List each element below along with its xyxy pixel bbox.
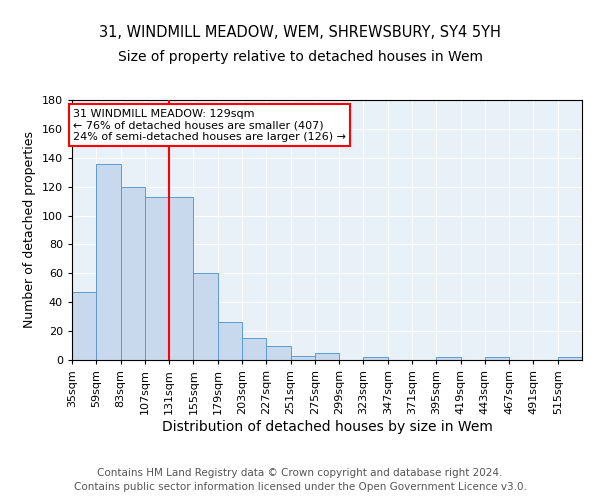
Bar xyxy=(96,164,121,360)
Y-axis label: Number of detached properties: Number of detached properties xyxy=(23,132,36,328)
Bar xyxy=(266,346,290,360)
Text: 31, WINDMILL MEADOW, WEM, SHREWSBURY, SY4 5YH: 31, WINDMILL MEADOW, WEM, SHREWSBURY, SY… xyxy=(99,25,501,40)
X-axis label: Distribution of detached houses by size in Wem: Distribution of detached houses by size … xyxy=(161,420,493,434)
Text: Contains public sector information licensed under the Open Government Licence v3: Contains public sector information licen… xyxy=(74,482,526,492)
Bar xyxy=(121,186,145,360)
Bar xyxy=(558,357,582,360)
Bar xyxy=(315,353,339,360)
Text: 31 WINDMILL MEADOW: 129sqm
← 76% of detached houses are smaller (407)
24% of sem: 31 WINDMILL MEADOW: 129sqm ← 76% of deta… xyxy=(73,108,346,142)
Bar xyxy=(242,338,266,360)
Bar xyxy=(169,197,193,360)
Bar xyxy=(72,292,96,360)
Bar xyxy=(364,357,388,360)
Bar xyxy=(145,197,169,360)
Bar xyxy=(290,356,315,360)
Text: Size of property relative to detached houses in Wem: Size of property relative to detached ho… xyxy=(118,50,482,64)
Bar xyxy=(218,322,242,360)
Bar xyxy=(193,274,218,360)
Bar xyxy=(485,357,509,360)
Text: Contains HM Land Registry data © Crown copyright and database right 2024.: Contains HM Land Registry data © Crown c… xyxy=(97,468,503,477)
Bar xyxy=(436,357,461,360)
